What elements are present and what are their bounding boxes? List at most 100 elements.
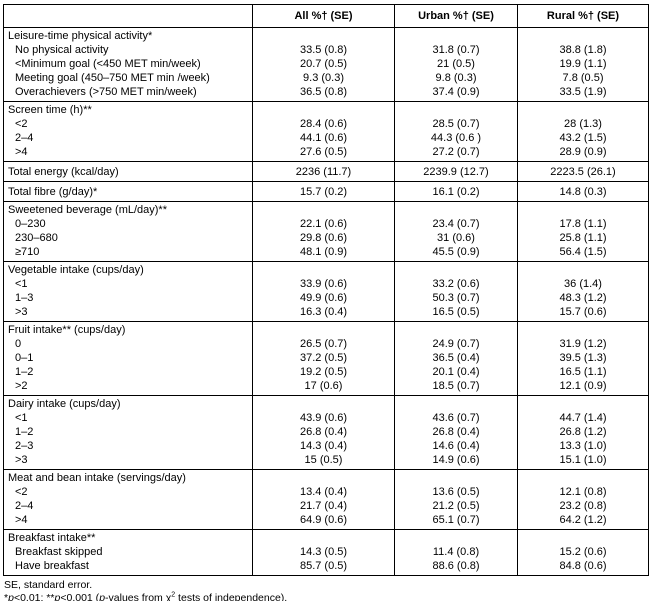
row-label: >2 — [3, 379, 253, 396]
table-row: >2 17 (0.6) 18.5 (0.7) 12.1 (0.9) — [3, 379, 649, 396]
cell-empty — [394, 395, 518, 411]
cell-value: 33.2 (0.6) — [394, 277, 518, 291]
cell-value: 16.1 (0.2) — [394, 181, 518, 202]
cell-value: 16.3 (0.4) — [252, 305, 395, 322]
column-header: All %† (SE) — [252, 4, 395, 28]
cell-value: 44.7 (1.4) — [517, 411, 649, 425]
cell-value: 85.7 (0.5) — [252, 559, 395, 576]
table-section: Leisure-time physical activity* No physic… — [3, 27, 649, 102]
row-label: >3 — [3, 453, 253, 470]
cell-value: 16.5 (0.5) — [394, 305, 518, 322]
row-label: No physical activity — [3, 43, 253, 57]
cell-value: 23.4 (0.7) — [394, 217, 518, 231]
cell-empty — [394, 261, 518, 277]
cell-value: 45.5 (0.9) — [394, 245, 518, 262]
table-row: >3 16.3 (0.4) 16.5 (0.5) 15.7 (0.6) — [3, 305, 649, 322]
cell-empty — [394, 469, 518, 485]
footnotes: SE, standard error. *p<0.01; **p<0.001 (p… — [3, 576, 648, 601]
cell-empty — [252, 201, 395, 217]
table-row: Have breakfast 85.7 (0.5) 88.6 (0.8) 84.8 (… — [3, 559, 649, 576]
row-label: ≥710 — [3, 245, 253, 262]
cell-value: 15.7 (0.6) — [517, 305, 649, 322]
section-header-row: Fruit intake** (cups/day) — [3, 321, 649, 337]
table-section: Vegetable intake (cups/day) <1 33.9 (0.6) 3… — [3, 261, 649, 322]
table-row: Overachievers (>750 MET min/week) 36.5 (0… — [3, 85, 649, 102]
row-label: <2 — [3, 117, 253, 131]
table-row: 1–2 26.8 (0.4) 26.8 (0.4) 26.8 (1.2) — [3, 425, 649, 439]
table-row: 2–4 44.1 (0.6) 44.3 (0.6 ) 43.2 (1.5) — [3, 131, 649, 145]
cell-value: 13.4 (0.4) — [252, 485, 395, 499]
table-row: <1 33.9 (0.6) 33.2 (0.6) 36 (1.4) — [3, 277, 649, 291]
row-label: 0 — [3, 337, 253, 351]
cell-empty — [517, 529, 649, 545]
cell-value: 21.7 (0.4) — [252, 499, 395, 513]
cell-value: 9.3 (0.3) — [252, 71, 395, 85]
footnote: SE, standard error. — [4, 579, 93, 591]
section-header-row: Breakfast intake** — [3, 529, 649, 545]
cell-value: 7.8 (0.5) — [517, 71, 649, 85]
cell-empty — [252, 529, 395, 545]
cell-value: 28.4 (0.6) — [252, 117, 395, 131]
cell-empty — [252, 321, 395, 337]
cell-value: 43.9 (0.6) — [252, 411, 395, 425]
section-title: Breakfast intake** — [3, 529, 253, 545]
table-row: <2 13.4 (0.4) 13.6 (0.5) 12.1 (0.8) — [3, 485, 649, 499]
cell-empty — [252, 101, 395, 117]
cell-value: 48.3 (1.2) — [517, 291, 649, 305]
cell-empty — [517, 101, 649, 117]
row-label: 0–1 — [3, 351, 253, 365]
row-label: 230–680 — [3, 231, 253, 245]
cell-empty — [517, 261, 649, 277]
cell-value: 31.8 (0.7) — [394, 43, 518, 57]
table-row: >3 15 (0.5) 14.9 (0.6) 15.1 (1.0) — [3, 453, 649, 470]
footnote: *p<0.01; **p<0.001 (p-values from χ2 tes… — [4, 591, 288, 601]
cell-value: 20.1 (0.4) — [394, 365, 518, 379]
row-label: 0–230 — [3, 217, 253, 231]
cell-value: 13.3 (1.0) — [517, 439, 649, 453]
corner-cell — [3, 4, 253, 28]
cell-empty — [394, 27, 518, 43]
cell-empty — [394, 201, 518, 217]
cell-value: 33.5 (1.9) — [517, 85, 649, 102]
cell-value: 56.4 (1.5) — [517, 245, 649, 262]
cell-empty — [517, 395, 649, 411]
row-label: Breakfast skipped — [3, 545, 253, 559]
section-title: Leisure-time physical activity* — [3, 27, 253, 43]
table-row: 0 26.5 (0.7) 24.9 (0.7) 31.9 (1.2) — [3, 337, 649, 351]
row-label: 1–2 — [3, 425, 253, 439]
cell-value: 18.5 (0.7) — [394, 379, 518, 396]
row-label: Total energy (kcal/day) — [3, 161, 253, 182]
table-row: >4 27.6 (0.5) 27.2 (0.7) 28.9 (0.9) — [3, 145, 649, 162]
cell-value: 21.2 (0.5) — [394, 499, 518, 513]
column-header: Urban %† (SE) — [394, 4, 518, 28]
cell-value: 38.8 (1.8) — [517, 43, 649, 57]
table-section: Meat and bean intake (servings/day) <2 13.… — [3, 469, 649, 530]
section-title: Fruit intake** (cups/day) — [3, 321, 253, 337]
cell-value: 15 (0.5) — [252, 453, 395, 470]
table-row: 2–3 14.3 (0.4) 14.6 (0.4) 13.3 (1.0) — [3, 439, 649, 453]
cell-value: 14.3 (0.5) — [252, 545, 395, 559]
row-label: 2–4 — [3, 131, 253, 145]
cell-value: 31 (0.6) — [394, 231, 518, 245]
cell-value: 26.8 (0.4) — [394, 425, 518, 439]
cell-value: 37.4 (0.9) — [394, 85, 518, 102]
cell-value: 14.8 (0.3) — [517, 181, 649, 202]
cell-value: 26.8 (0.4) — [252, 425, 395, 439]
cell-value: 64.2 (1.2) — [517, 513, 649, 530]
table-row: 0–1 37.2 (0.5) 36.5 (0.4) 39.5 (1.3) — [3, 351, 649, 365]
cell-value: 17 (0.6) — [252, 379, 395, 396]
cell-value: 19.9 (1.1) — [517, 57, 649, 71]
cell-empty — [252, 395, 395, 411]
row-label: Total fibre (g/day)* — [3, 181, 253, 202]
cell-empty — [252, 261, 395, 277]
cell-value: 15.7 (0.2) — [252, 181, 395, 202]
table-row: Meeting goal (450–750 MET min /week) 9.3 … — [3, 71, 649, 85]
table-row: 1–3 49.9 (0.6) 50.3 (0.7) 48.3 (1.2) — [3, 291, 649, 305]
cell-value: 14.9 (0.6) — [394, 453, 518, 470]
row-label: >4 — [3, 513, 253, 530]
cell-value: 88.6 (0.8) — [394, 559, 518, 576]
cell-value: 25.8 (1.1) — [517, 231, 649, 245]
section-title: Meat and bean intake (servings/day) — [3, 469, 253, 485]
cell-value: 15.2 (0.6) — [517, 545, 649, 559]
summary-table: All %† (SE) Urban %† (SE) Rural %† (SE) Le… — [3, 4, 649, 576]
